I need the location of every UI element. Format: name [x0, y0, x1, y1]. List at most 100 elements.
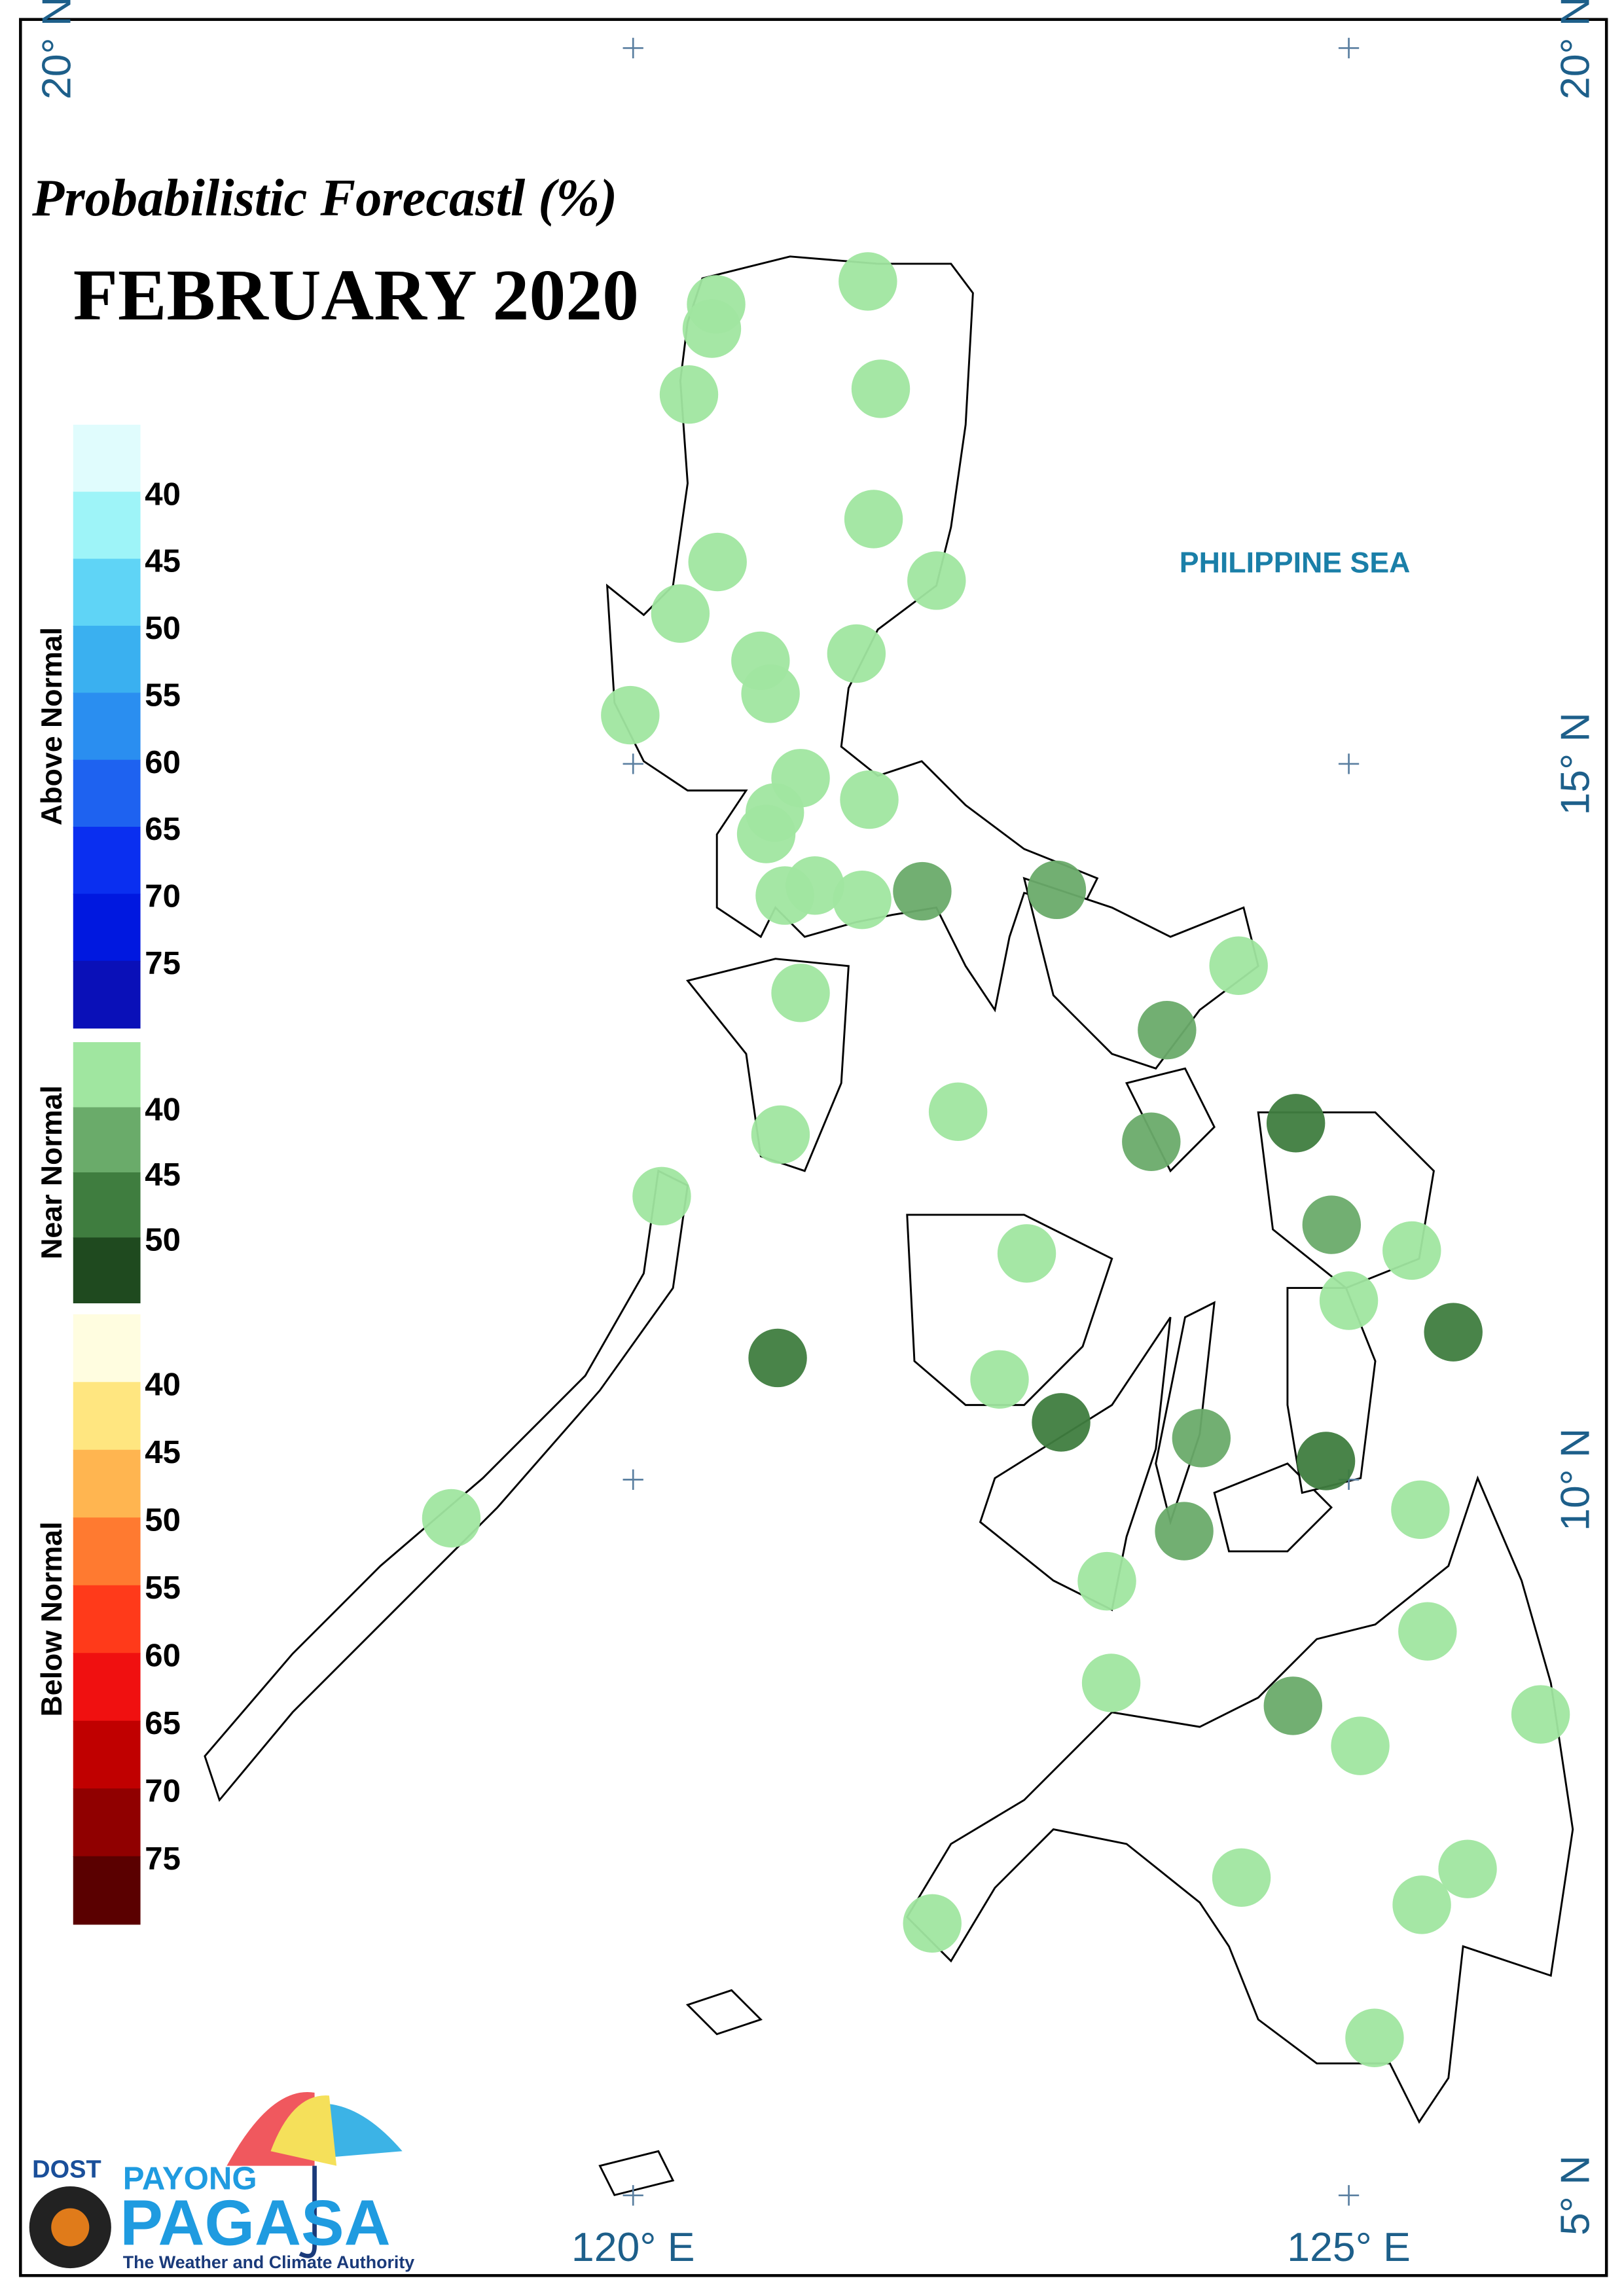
umbrella-part — [270, 2095, 337, 2166]
legend-swatch — [73, 1172, 141, 1238]
cebu — [1155, 1301, 1216, 1526]
legend-swatch — [73, 492, 141, 560]
legend-label: 70 — [145, 1773, 181, 1809]
logo: DOST PAYONG PAGASA The Weather and Clima… — [29, 2091, 415, 2272]
legend-label: 40 — [145, 476, 181, 512]
legend-label: 55 — [145, 677, 181, 713]
legend-label: 50 — [145, 1502, 181, 1538]
legend-label: 55 — [145, 1570, 181, 1606]
station-forecast — [827, 624, 886, 683]
station-forecast — [1392, 1875, 1451, 1934]
legend-label: 40 — [145, 1366, 181, 1402]
legend-label: 70 — [145, 878, 181, 914]
logo-agency: DOST — [32, 2156, 101, 2184]
lat-tick-label: 5° N — [1552, 2156, 1598, 2235]
graticule-cross — [623, 37, 643, 59]
legend-swatch — [73, 827, 141, 895]
umbrella-handle — [298, 2165, 317, 2258]
legend-label: 45 — [145, 1157, 181, 1193]
legend-swatch — [73, 894, 141, 962]
station-forecast — [422, 1489, 481, 1548]
legend-group-label: Near Normal — [36, 1085, 68, 1259]
lon-tick-label: 125° E — [1287, 2224, 1411, 2270]
station-forecast — [1263, 1676, 1322, 1735]
station-forecast — [1027, 860, 1087, 920]
legend-swatch — [73, 1449, 141, 1519]
station-forecast — [1382, 1221, 1441, 1280]
legend-label: 45 — [145, 543, 181, 579]
station-forecast — [840, 770, 899, 829]
legend-swatch — [73, 1517, 141, 1586]
station-forecast — [1398, 1602, 1457, 1661]
logo-brand: PAGASA — [120, 2186, 390, 2258]
legend-label: 65 — [145, 1705, 181, 1741]
legend-label: 45 — [145, 1434, 181, 1470]
lon-tick-label: 120° E — [571, 2224, 695, 2270]
station-forecast — [1424, 1303, 1483, 1362]
station-forecast — [893, 861, 952, 921]
legend-group-label: Above Normal — [36, 627, 68, 825]
legend-label: 40 — [145, 1092, 181, 1128]
logo-tagline: The Weather and Climate Authority — [123, 2252, 415, 2272]
station-forecast — [651, 584, 710, 643]
stations — [422, 252, 1570, 2067]
legend-swatch — [73, 1585, 141, 1654]
legend-label: 75 — [145, 1841, 181, 1877]
station-forecast — [1438, 1839, 1497, 1898]
station-forecast — [755, 866, 814, 925]
sulu-islands — [598, 1989, 763, 2197]
legend-swatch — [73, 1856, 141, 1925]
graticule-cross — [623, 1469, 643, 1490]
station-forecast — [1138, 1000, 1197, 1060]
station-forecast — [751, 1105, 810, 1165]
legend-swatch — [73, 960, 141, 1029]
station-forecast — [1032, 1393, 1091, 1452]
station-forecast — [748, 1328, 807, 1388]
graticule-cross — [623, 753, 643, 774]
legend-swatch — [73, 558, 141, 627]
lat-tick-label: 20° N — [33, 0, 79, 99]
legend-label: 75 — [145, 945, 181, 981]
station-forecast — [736, 804, 796, 863]
legend-swatch — [73, 1237, 141, 1304]
lat-tick-label: 15° N — [1552, 712, 1598, 815]
legend-swatch — [73, 1653, 141, 1722]
pagasa-seal — [51, 2208, 90, 2247]
station-forecast — [659, 365, 719, 424]
station-forecast — [1302, 1195, 1362, 1254]
legend-swatch — [73, 1042, 141, 1108]
graticule-cross — [623, 2185, 643, 2206]
lat-tick-label: 10° N — [1552, 1428, 1598, 1531]
legend-label: 60 — [145, 744, 181, 780]
station-forecast — [1319, 1271, 1379, 1330]
sea-label: PHILIPPINE SEA — [1180, 547, 1411, 579]
logo-brand-top: PAYONG — [123, 2160, 257, 2196]
station-forecast — [833, 870, 892, 930]
graticule-cross — [1338, 2185, 1360, 2206]
map-subtitle: FEBRUARY 2020 — [73, 255, 639, 336]
station-forecast — [741, 664, 800, 723]
legend-swatch — [73, 1314, 141, 1383]
legend-swatch — [73, 1788, 141, 1857]
station-forecast — [839, 252, 897, 311]
legend-swatch — [73, 424, 141, 493]
negros — [979, 1316, 1172, 1612]
station-forecast — [851, 359, 911, 418]
legend-swatch — [73, 693, 141, 761]
station-forecast — [771, 964, 830, 1022]
station-forecast — [1209, 936, 1268, 995]
station-forecast — [688, 532, 747, 592]
station-forecast — [1511, 1685, 1570, 1744]
station-forecast — [1266, 1094, 1326, 1153]
station-forecast — [1155, 1502, 1214, 1561]
legend-swatch — [73, 625, 141, 694]
station-forecast — [1172, 1409, 1231, 1468]
legend-swatch — [73, 1382, 141, 1451]
station-forecast — [903, 1894, 962, 1953]
station-forecast — [844, 490, 903, 549]
legend: 40 45 50 55 60 65 70 75 Above Normal 40 45 50 Near N… — [36, 424, 181, 1925]
station-forecast — [682, 299, 742, 358]
station-forecast — [997, 1224, 1056, 1283]
station-forecast — [928, 1082, 988, 1142]
panay — [906, 1214, 1113, 1406]
